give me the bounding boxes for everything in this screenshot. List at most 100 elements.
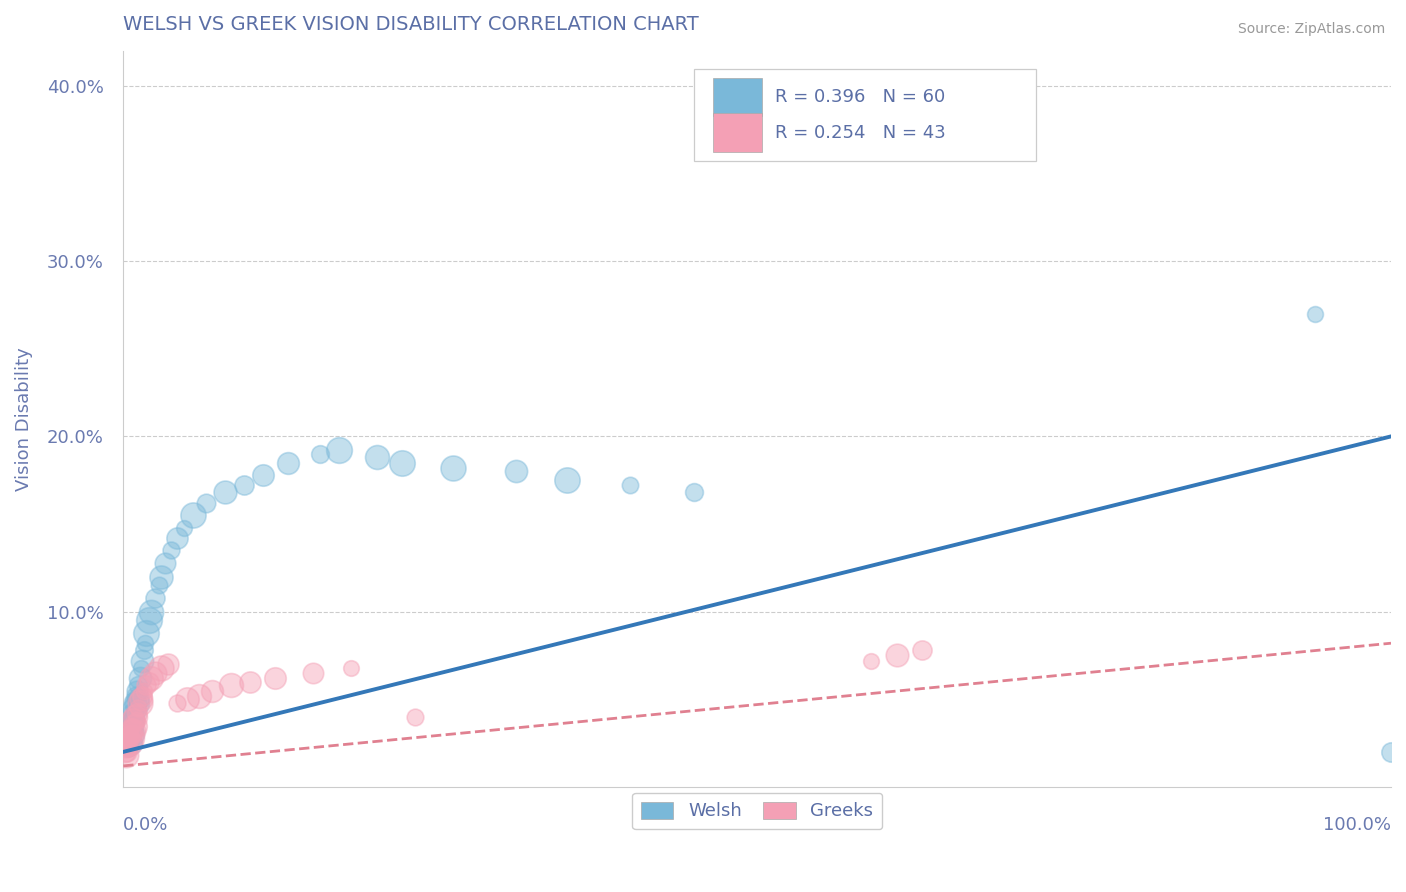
FancyBboxPatch shape: [693, 70, 1036, 161]
Point: [124, 718, 146, 732]
Point: [117, 731, 139, 745]
Point: [128, 696, 150, 710]
Point: [122, 714, 145, 728]
Point: [860, 654, 883, 668]
Point: [141, 605, 163, 619]
Point: [124, 710, 146, 724]
Point: [150, 661, 173, 675]
Point: [134, 636, 156, 650]
Point: [252, 467, 274, 482]
Point: [127, 683, 149, 698]
Point: [118, 714, 141, 728]
Point: [125, 703, 148, 717]
Legend: Welsh, Greeks: Welsh, Greeks: [631, 793, 883, 830]
Point: [911, 643, 934, 657]
Point: [118, 727, 141, 741]
Point: [127, 701, 149, 715]
Point: [194, 496, 217, 510]
Point: [121, 718, 143, 732]
Point: [214, 485, 236, 500]
Point: [114, 731, 136, 745]
Text: R = 0.254   N = 43: R = 0.254 N = 43: [775, 123, 946, 142]
Point: [232, 478, 254, 492]
Point: [148, 578, 170, 592]
FancyBboxPatch shape: [713, 78, 762, 116]
Point: [114, 727, 136, 741]
Point: [166, 696, 188, 710]
Point: [121, 706, 143, 721]
Point: [122, 723, 145, 738]
Point: [1303, 307, 1326, 321]
Point: [441, 461, 464, 475]
Point: [132, 683, 155, 698]
Point: [555, 473, 578, 487]
Point: [118, 736, 141, 750]
Point: [118, 736, 141, 750]
Point: [118, 722, 141, 736]
Point: [277, 456, 299, 470]
Point: [143, 591, 166, 605]
Point: [391, 456, 413, 470]
Point: [121, 727, 143, 741]
Point: [135, 678, 157, 692]
Point: [505, 465, 527, 479]
Point: [302, 665, 325, 680]
Point: [219, 678, 242, 692]
Point: [131, 654, 153, 668]
Point: [264, 671, 287, 685]
Point: [115, 732, 138, 747]
Point: [115, 745, 138, 759]
Point: [125, 714, 148, 728]
Point: [153, 556, 176, 570]
Point: [131, 689, 153, 703]
FancyBboxPatch shape: [713, 113, 762, 152]
Point: [127, 696, 149, 710]
Point: [114, 741, 136, 756]
Point: [176, 692, 198, 706]
Point: [122, 723, 145, 738]
Point: [138, 674, 160, 689]
Point: [138, 614, 160, 628]
Point: [1379, 745, 1402, 759]
Point: [117, 718, 139, 732]
Point: [328, 443, 350, 458]
Point: [404, 710, 426, 724]
Point: [120, 723, 142, 738]
Point: [122, 714, 145, 728]
Point: [128, 671, 150, 685]
Text: Source: ZipAtlas.com: Source: ZipAtlas.com: [1237, 22, 1385, 37]
Point: [120, 727, 142, 741]
Point: [114, 745, 136, 759]
Point: [886, 648, 908, 663]
Text: 0.0%: 0.0%: [124, 816, 169, 834]
Point: [129, 661, 152, 675]
Point: [114, 748, 136, 763]
Point: [143, 665, 166, 680]
Point: [166, 531, 188, 545]
Point: [150, 569, 173, 583]
Point: [121, 710, 143, 724]
Point: [120, 731, 142, 745]
Text: R = 0.396   N = 60: R = 0.396 N = 60: [775, 88, 945, 106]
Point: [132, 643, 155, 657]
Point: [114, 736, 136, 750]
Point: [121, 720, 143, 734]
Point: [117, 741, 139, 756]
Point: [127, 706, 149, 721]
Point: [160, 543, 183, 558]
Point: [117, 741, 139, 756]
Point: [120, 716, 142, 731]
Point: [156, 657, 179, 672]
Point: [124, 696, 146, 710]
Point: [340, 661, 363, 675]
Point: [141, 671, 163, 685]
Point: [124, 710, 146, 724]
Point: [115, 736, 138, 750]
Point: [127, 692, 149, 706]
Point: [239, 674, 262, 689]
Point: [173, 520, 195, 534]
Point: [115, 723, 138, 738]
Point: [366, 450, 388, 465]
Point: [122, 701, 145, 715]
Text: 100.0%: 100.0%: [1323, 816, 1391, 834]
